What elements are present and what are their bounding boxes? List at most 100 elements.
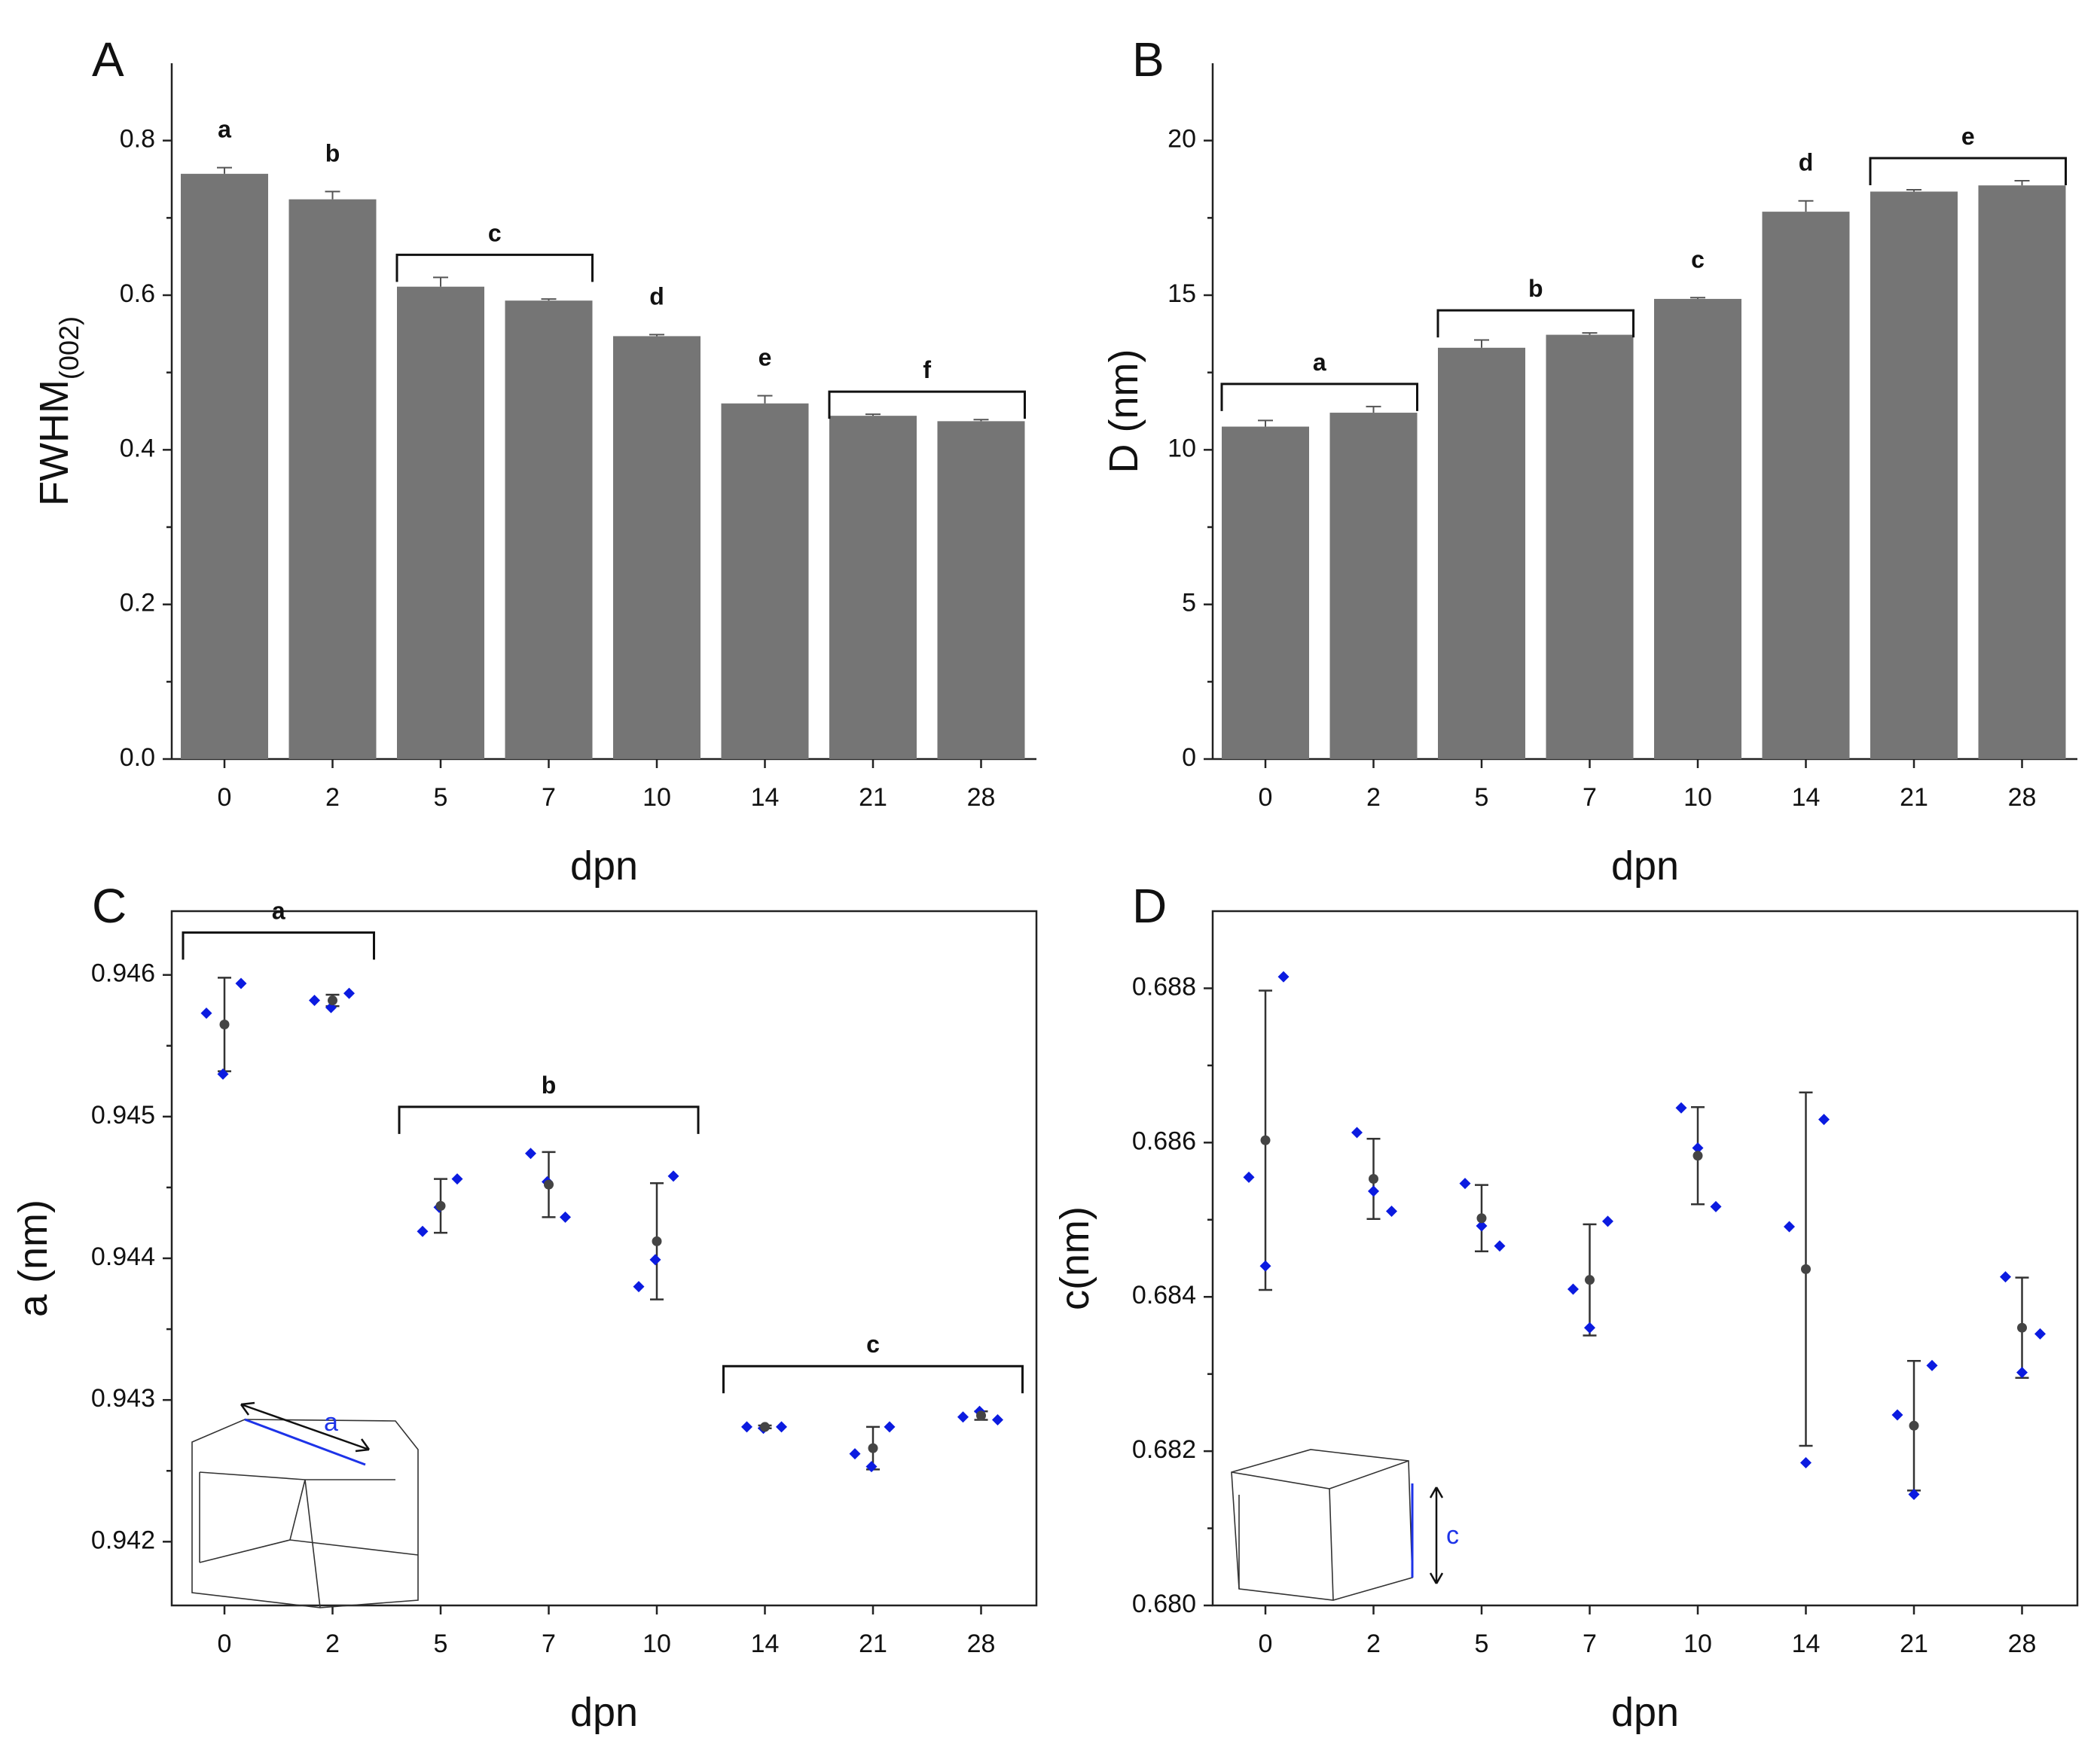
bar-10 — [1654, 298, 1741, 760]
y-axis-label: FWHM(002) — [32, 316, 84, 506]
data-point — [525, 1148, 536, 1160]
panel-a-fwhm-bar-chart: A 0.0 0.2 0.4 0.6 0.8 0 2 5 7 10 14 21 28 dpn FWHM(002)… — [32, 32, 1036, 889]
cell-outline — [1231, 1449, 1413, 1601]
panel-letter-b: B — [1132, 32, 1164, 87]
data-point — [1277, 971, 1290, 983]
bar-5 — [1438, 347, 1525, 759]
data-point — [1908, 1488, 1920, 1500]
significance-letter: d — [649, 282, 664, 309]
data-point — [2016, 1367, 2028, 1379]
x-tick-label: 14 — [751, 1630, 780, 1658]
panel-letter-c: C — [92, 879, 127, 933]
data-point — [1800, 1456, 1812, 1468]
mean-marker — [1909, 1420, 1919, 1431]
panel-b-crystallite-size-bar-chart: B 0 5 10 15 20 0 2 5 7 10 14 21 28 dpn D (nm) a b c d e — [1101, 32, 2077, 889]
data-point — [1351, 1127, 1363, 1139]
significance-letter: f — [923, 356, 931, 383]
mean-marker — [1801, 1264, 1811, 1274]
significance-letter: c — [488, 219, 502, 246]
x-tick-label: 14 — [1792, 783, 1821, 812]
cell-edges — [199, 1471, 419, 1608]
data-point — [1476, 1220, 1488, 1232]
group-bracket — [1869, 157, 2067, 186]
data-point — [1818, 1114, 1830, 1126]
data-point — [1243, 1171, 1255, 1183]
x-tick-label: 28 — [2008, 783, 2037, 812]
y-axis-label: c(nm) — [1052, 1206, 1097, 1310]
x-axis-label: dpn — [570, 1690, 638, 1735]
x-tick-label: 10 — [1683, 783, 1712, 812]
x-tick-label: 0 — [218, 783, 232, 812]
x-tick-label: 5 — [434, 1630, 448, 1658]
data-point — [451, 1173, 463, 1185]
data-point — [957, 1411, 969, 1423]
data-point — [309, 995, 320, 1007]
x-axis-label: dpn — [570, 843, 638, 889]
x-tick-label: 7 — [542, 1630, 556, 1658]
significance-letter: c — [866, 1331, 880, 1358]
mean-marker — [652, 1236, 662, 1246]
x-tick-label: 2 — [1366, 1630, 1381, 1658]
bar-2 — [1329, 413, 1418, 759]
data-point — [667, 1170, 679, 1182]
significance-letter: c — [1691, 245, 1705, 273]
y-tick-label: 5 — [1182, 589, 1196, 617]
data-point — [235, 977, 247, 989]
mean-marker — [868, 1443, 878, 1453]
mean-marker — [435, 1200, 446, 1211]
x-tick-label: 0 — [218, 1630, 232, 1658]
y-tick-label: 10 — [1168, 434, 1196, 462]
x-tick-label: 10 — [643, 783, 671, 812]
data-point — [649, 1254, 661, 1266]
mean-marker — [1260, 1135, 1271, 1145]
bar-14 — [721, 403, 809, 759]
panel-c-lattice-a-scatter: C 0.942 0.943 0.944 0.945 0.946 0 2 5 7 10 14 21 28 dp… — [11, 879, 1038, 1735]
mean-marker — [760, 1422, 770, 1432]
y-axis-label: a (nm) — [11, 1200, 56, 1317]
y-tick-label: 0.8 — [120, 125, 155, 154]
lattice-c-arrow — [1429, 1486, 1444, 1584]
group-bracket — [722, 1364, 1024, 1394]
significance-letter: a — [272, 897, 285, 924]
x-axis-label: dpn — [1611, 1690, 1679, 1735]
data-point — [1891, 1409, 1903, 1421]
y-tick-label: 0.684 — [1132, 1281, 1196, 1310]
y-tick-label: 0.2 — [120, 589, 155, 617]
y-tick-label: 0.680 — [1132, 1590, 1196, 1618]
data-point — [217, 1068, 229, 1080]
x-tick-label: 7 — [1583, 1630, 1597, 1658]
group-bracket — [1436, 309, 1635, 338]
y-tick-label: 0.686 — [1132, 1127, 1196, 1155]
lattice-a-arrow — [240, 1401, 371, 1453]
lattice-a-edge — [244, 1418, 366, 1466]
x-tick-label: 10 — [643, 1630, 671, 1658]
lattice-c-label: c — [1446, 1521, 1459, 1550]
mean-marker — [1476, 1213, 1487, 1224]
significance-letter: e — [759, 343, 772, 370]
group-bracket — [395, 253, 594, 282]
data-point — [849, 1448, 861, 1460]
x-tick-label: 0 — [1259, 783, 1273, 812]
data-point — [1584, 1322, 1595, 1334]
cell-outline — [191, 1419, 419, 1608]
data-point — [776, 1421, 787, 1433]
panel-letter-a: A — [92, 32, 124, 87]
bar-0 — [1222, 426, 1309, 759]
data-point — [865, 1461, 878, 1473]
data-point — [1675, 1102, 1687, 1114]
data-point — [992, 1414, 1003, 1426]
group-bracket — [398, 1105, 700, 1134]
x-tick-label: 5 — [1475, 783, 1489, 812]
y-tick-label: 15 — [1168, 279, 1196, 308]
group-bracket — [182, 931, 375, 960]
x-tick-label: 5 — [1475, 1630, 1489, 1658]
y-tick-label: 0.945 — [91, 1101, 155, 1130]
cell-edges — [1231, 1460, 1409, 1601]
y-tick-label: 0.942 — [91, 1526, 155, 1554]
significance-letter: e — [1961, 123, 1975, 150]
significance-letter: b — [542, 1072, 557, 1099]
x-tick-label: 28 — [2008, 1630, 2037, 1658]
y-tick-label: 0.682 — [1132, 1435, 1196, 1464]
x-tick-label: 10 — [1683, 1630, 1712, 1658]
